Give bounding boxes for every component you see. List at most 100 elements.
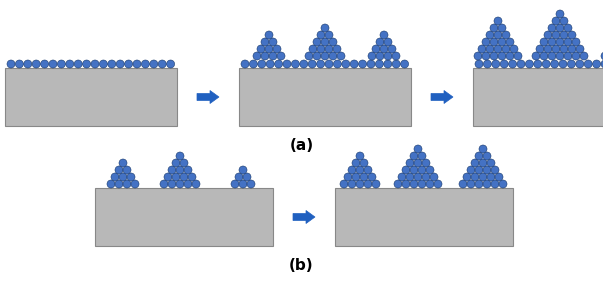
Circle shape bbox=[492, 60, 500, 68]
Circle shape bbox=[291, 60, 300, 68]
Circle shape bbox=[551, 60, 558, 68]
Circle shape bbox=[321, 52, 329, 60]
Circle shape bbox=[534, 60, 542, 68]
Circle shape bbox=[584, 60, 592, 68]
Circle shape bbox=[426, 180, 434, 188]
Circle shape bbox=[463, 173, 471, 181]
Circle shape bbox=[564, 38, 572, 46]
Circle shape bbox=[317, 31, 325, 39]
Circle shape bbox=[243, 173, 251, 181]
Circle shape bbox=[486, 31, 494, 39]
Circle shape bbox=[180, 173, 188, 181]
Circle shape bbox=[49, 60, 57, 68]
Circle shape bbox=[486, 45, 494, 53]
Circle shape bbox=[348, 166, 356, 174]
Circle shape bbox=[490, 24, 498, 32]
Circle shape bbox=[83, 60, 90, 68]
Circle shape bbox=[350, 60, 358, 68]
Circle shape bbox=[372, 180, 380, 188]
Circle shape bbox=[498, 24, 506, 32]
Circle shape bbox=[273, 45, 281, 53]
Circle shape bbox=[325, 60, 333, 68]
Circle shape bbox=[168, 180, 176, 188]
Circle shape bbox=[384, 52, 392, 60]
Circle shape bbox=[164, 173, 172, 181]
Circle shape bbox=[309, 45, 317, 53]
Circle shape bbox=[253, 52, 261, 60]
Circle shape bbox=[475, 60, 483, 68]
Circle shape bbox=[239, 166, 247, 174]
Circle shape bbox=[484, 60, 491, 68]
Circle shape bbox=[257, 45, 265, 53]
Circle shape bbox=[540, 38, 548, 46]
Circle shape bbox=[517, 60, 525, 68]
Circle shape bbox=[548, 52, 556, 60]
Circle shape bbox=[376, 60, 384, 68]
Circle shape bbox=[560, 31, 568, 39]
Circle shape bbox=[172, 173, 180, 181]
Circle shape bbox=[368, 52, 376, 60]
Circle shape bbox=[344, 173, 352, 181]
Circle shape bbox=[392, 60, 400, 68]
Circle shape bbox=[498, 38, 506, 46]
Circle shape bbox=[479, 159, 487, 167]
Circle shape bbox=[192, 180, 200, 188]
Circle shape bbox=[123, 166, 131, 174]
Circle shape bbox=[495, 173, 503, 181]
Circle shape bbox=[601, 52, 603, 60]
Bar bbox=[473, 68, 603, 126]
Circle shape bbox=[300, 60, 308, 68]
Circle shape bbox=[115, 180, 123, 188]
Circle shape bbox=[508, 60, 517, 68]
Circle shape bbox=[308, 60, 316, 68]
Circle shape bbox=[313, 38, 321, 46]
Circle shape bbox=[277, 52, 285, 60]
Circle shape bbox=[542, 60, 550, 68]
Circle shape bbox=[564, 24, 572, 32]
Circle shape bbox=[274, 60, 283, 68]
Circle shape bbox=[402, 180, 410, 188]
Circle shape bbox=[502, 31, 510, 39]
Circle shape bbox=[384, 60, 392, 68]
Circle shape bbox=[352, 159, 360, 167]
Circle shape bbox=[107, 180, 115, 188]
Circle shape bbox=[333, 45, 341, 53]
Circle shape bbox=[502, 45, 510, 53]
Circle shape bbox=[499, 180, 507, 188]
Circle shape bbox=[494, 45, 502, 53]
Circle shape bbox=[483, 152, 491, 160]
Circle shape bbox=[119, 173, 127, 181]
Circle shape bbox=[556, 52, 564, 60]
Circle shape bbox=[556, 38, 564, 46]
Circle shape bbox=[475, 180, 483, 188]
Circle shape bbox=[342, 60, 350, 68]
Circle shape bbox=[115, 166, 123, 174]
Circle shape bbox=[506, 38, 514, 46]
Circle shape bbox=[548, 24, 556, 32]
Circle shape bbox=[467, 166, 475, 174]
Circle shape bbox=[564, 52, 572, 60]
Circle shape bbox=[434, 180, 442, 188]
Circle shape bbox=[475, 152, 483, 160]
FancyArrow shape bbox=[293, 211, 315, 223]
Circle shape bbox=[158, 60, 166, 68]
Circle shape bbox=[430, 173, 438, 181]
Circle shape bbox=[111, 173, 119, 181]
Circle shape bbox=[261, 52, 269, 60]
Circle shape bbox=[410, 166, 418, 174]
Circle shape bbox=[580, 52, 588, 60]
Circle shape bbox=[265, 31, 273, 39]
Circle shape bbox=[188, 173, 196, 181]
Circle shape bbox=[568, 45, 576, 53]
Circle shape bbox=[474, 52, 482, 60]
Circle shape bbox=[406, 159, 414, 167]
Circle shape bbox=[241, 60, 249, 68]
Circle shape bbox=[247, 180, 255, 188]
Circle shape bbox=[482, 52, 490, 60]
Circle shape bbox=[418, 152, 426, 160]
Circle shape bbox=[131, 180, 139, 188]
Circle shape bbox=[494, 31, 502, 39]
Circle shape bbox=[180, 159, 188, 167]
Circle shape bbox=[231, 180, 239, 188]
Circle shape bbox=[394, 180, 402, 188]
